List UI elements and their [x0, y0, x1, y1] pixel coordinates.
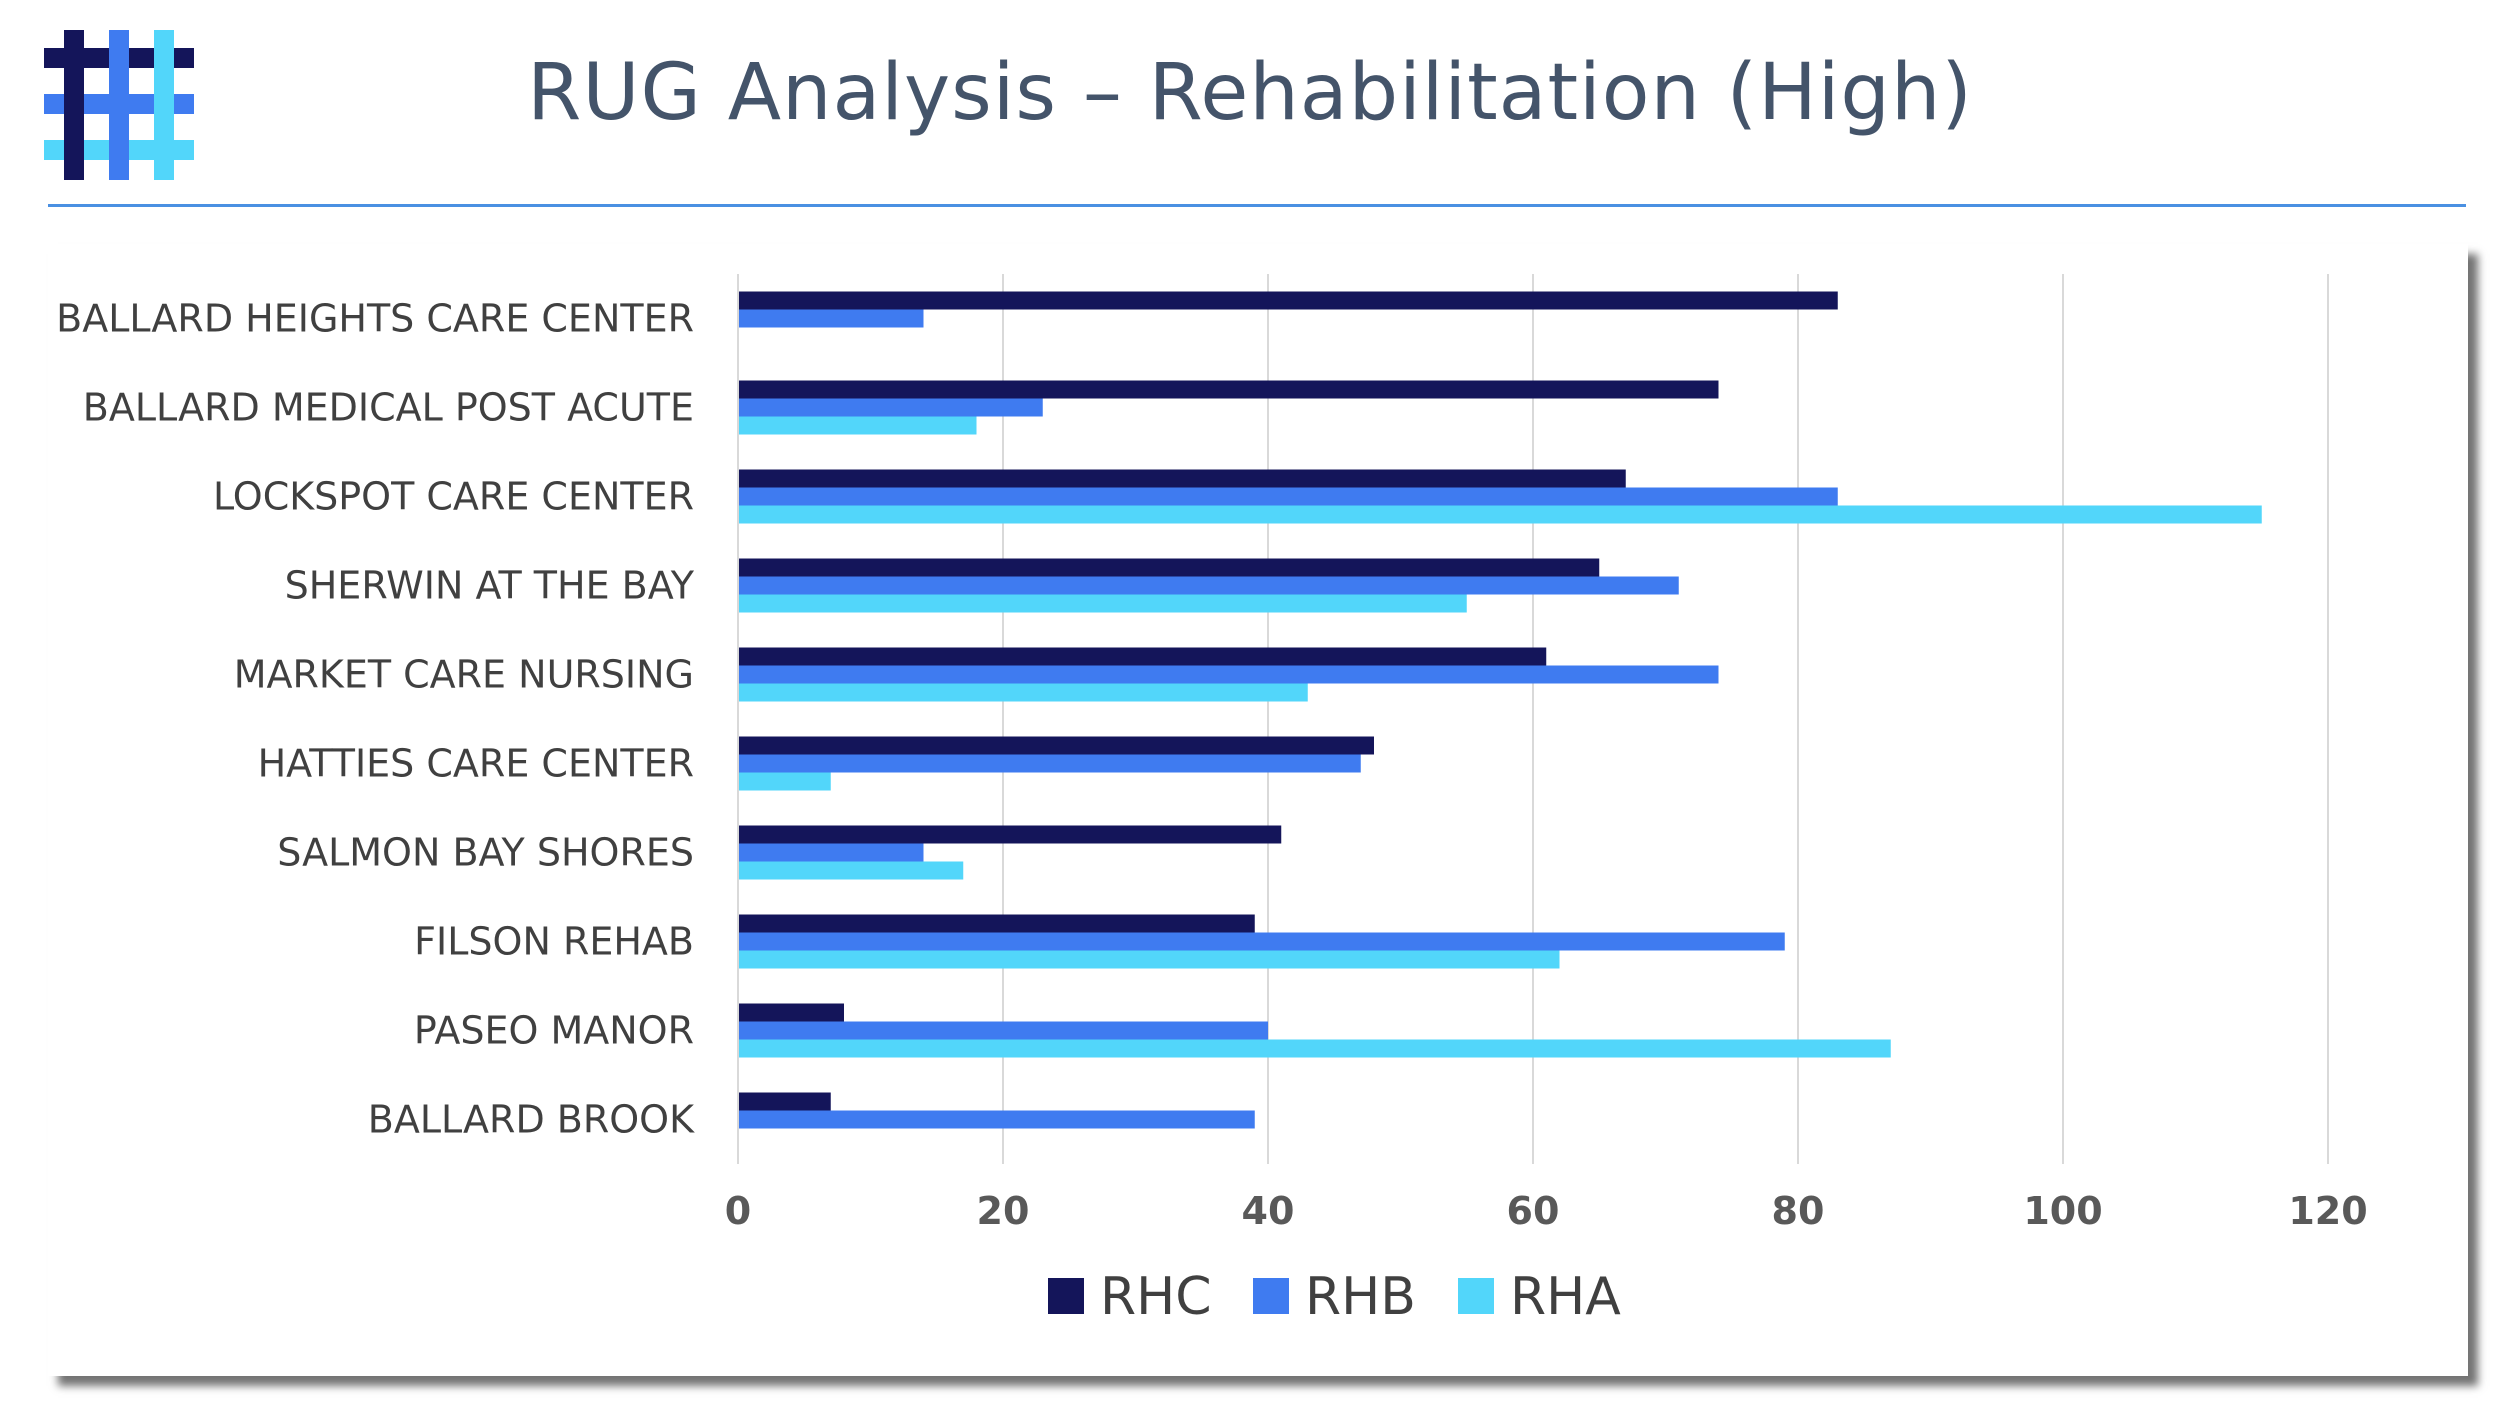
- category-label: PASEO MANOR: [414, 1009, 694, 1053]
- legend-label-rhb: RHB: [1305, 1267, 1416, 1327]
- bar-rhb: [738, 1110, 1255, 1129]
- x-tick-label: 20: [977, 1189, 1030, 1233]
- bar-rha: [738, 861, 964, 880]
- bar-rha: [738, 594, 1467, 613]
- bar-rhb: [738, 398, 1043, 417]
- bar-rhb: [738, 309, 924, 328]
- x-tick-label: 120: [2288, 1189, 2367, 1233]
- bar-rhb: [738, 843, 924, 862]
- category-label: BALLARD HEIGHTS CARE CENTER: [56, 297, 694, 341]
- category-label: LOCKSPOT CARE CENTER: [213, 475, 694, 519]
- bar-rha: [738, 416, 977, 435]
- bar-rhb: [738, 932, 1785, 951]
- category-label: SHERWIN AT THE BAY: [285, 564, 695, 608]
- category-label: HATTIES CARE CENTER: [258, 742, 694, 786]
- bar-rhc: [738, 647, 1547, 666]
- hashtag-grid-logo-icon: [44, 30, 194, 180]
- bar-rha: [738, 950, 1560, 969]
- bar-chart: 0 20 40 60 80 100 120 BALLARD HEIGHTS CARE CENT…: [56, 274, 2368, 1327]
- bar-rha: [738, 683, 1308, 702]
- x-tick-label: 100: [2023, 1189, 2102, 1233]
- bar-rhc: [738, 291, 1838, 310]
- x-tick-label: 0: [725, 1189, 751, 1233]
- bar-rhb: [738, 1021, 1268, 1040]
- legend-swatch-rhc: [1048, 1278, 1084, 1314]
- x-tick-label: 80: [1772, 1189, 1825, 1233]
- category-label: BALLARD MEDICAL POST ACUTE: [83, 386, 694, 430]
- bar-rhc: [738, 914, 1255, 933]
- title-divider: [48, 204, 2466, 207]
- legend-swatch-rha: [1458, 1278, 1494, 1314]
- x-tick-label: 40: [1242, 1189, 1295, 1233]
- bar-rhc: [738, 1003, 844, 1022]
- bar-rhb: [738, 754, 1361, 773]
- bar-rhb: [738, 487, 1838, 506]
- bar-rhc: [738, 736, 1374, 755]
- legend-label-rhc: RHC: [1100, 1267, 1212, 1327]
- legend-label-rha: RHA: [1510, 1267, 1621, 1327]
- bar-rhc: [738, 469, 1626, 488]
- bar-rhb: [738, 576, 1679, 595]
- page-title: RUG Analysis – Rehabilitation (High): [527, 48, 1973, 138]
- chart-panel: 0 20 40 60 80 100 120 BALLARD HEIGHTS CARE CENT…: [48, 244, 2468, 1376]
- category-label: FILSON REHAB: [414, 920, 694, 964]
- category-label: BALLARD BROOK: [368, 1098, 695, 1142]
- bar-rha: [738, 1039, 1891, 1058]
- bar-rha: [738, 772, 831, 791]
- x-tick-label: 60: [1507, 1189, 1560, 1233]
- bar-rhb: [738, 665, 1719, 684]
- bar-rhc: [738, 825, 1282, 844]
- legend-swatch-rhb: [1253, 1278, 1289, 1314]
- category-label: SALMON BAY SHORES: [277, 831, 694, 875]
- bar-rhc: [738, 1092, 831, 1111]
- bar-rhc: [738, 558, 1600, 577]
- bar-rha: [738, 505, 2262, 524]
- category-label: MARKET CARE NURSING: [234, 653, 694, 697]
- bar-rhc: [738, 380, 1719, 399]
